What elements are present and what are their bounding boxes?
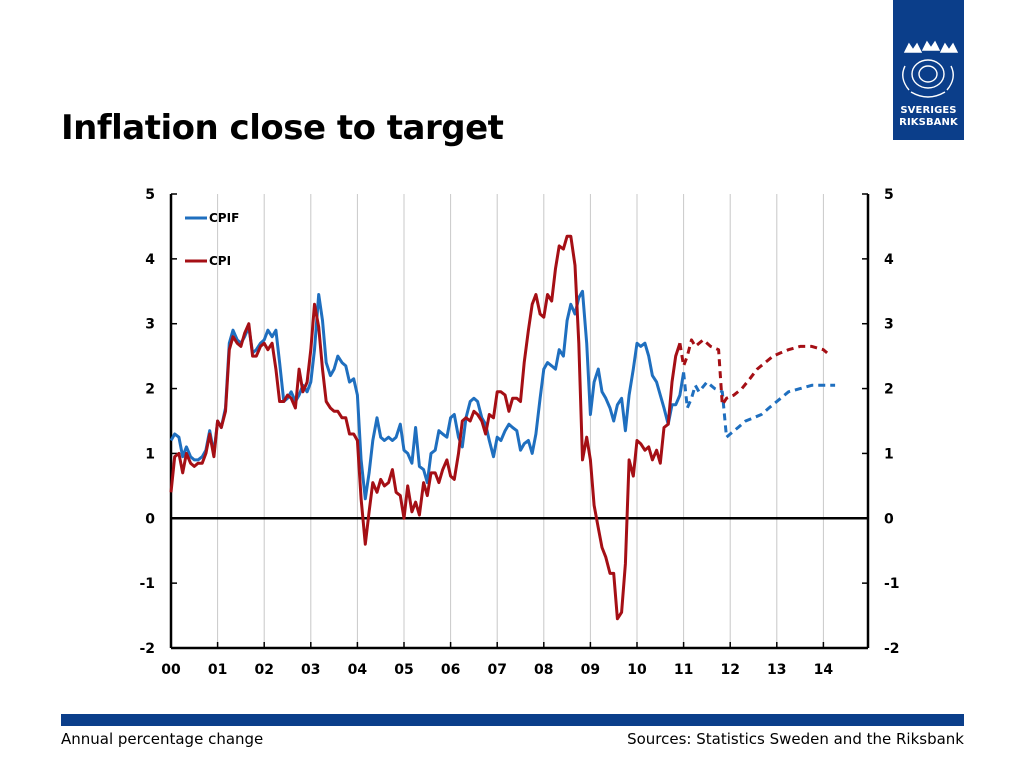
legend-label: CPIF: [209, 211, 239, 225]
legend-label: CPI: [209, 254, 231, 268]
forecast-series-line-dashed: [678, 338, 829, 407]
riksbank-logo: SVERIGES RIKSBANK: [893, 0, 964, 140]
y-tick-label-left: -2: [139, 641, 155, 657]
x-tick-label: 07: [487, 662, 506, 678]
y-tick-label-right: 1: [884, 446, 894, 462]
y-tick-label-left: 4: [145, 252, 155, 268]
x-tick-label: 02: [254, 662, 273, 678]
x-tick-label: 03: [301, 662, 320, 678]
x-tick-label: 13: [767, 662, 786, 678]
y-tick-label-right: 0: [884, 511, 894, 527]
y-tick-label-right: 4: [884, 252, 894, 268]
y-tick-label-right: 2: [884, 382, 894, 398]
crown-emblem-icon: [902, 40, 959, 98]
x-tick-label: 05: [394, 662, 413, 678]
x-tick-label: 04: [348, 662, 368, 678]
y-tick-label-left: 5: [145, 187, 155, 203]
x-tick-label: 10: [627, 662, 647, 678]
footer-sources: Sources: Statistics Sweden and the Riksb…: [627, 730, 964, 748]
x-tick-label: 01: [208, 662, 227, 678]
y-tick-label-right: 5: [884, 187, 894, 203]
y-tick-label-right: 3: [884, 317, 894, 333]
y-tick-label-left: 0: [145, 511, 155, 527]
y-tick-label-left: 3: [145, 317, 155, 333]
x-tick-label: 08: [534, 662, 553, 678]
footer-unit-label: Annual percentage change: [61, 730, 264, 748]
forecast-series-line-dashed: [682, 372, 836, 439]
x-tick-label: 11: [674, 662, 693, 678]
y-tick-label-left: 1: [145, 446, 155, 462]
x-tick-label: 06: [441, 662, 460, 678]
x-tick-label: 00: [161, 662, 181, 678]
y-tick-label-left: -1: [139, 576, 155, 592]
y-tick-label-right: -2: [884, 641, 900, 657]
y-tick-label-right: -1: [884, 576, 900, 592]
cpi-series-line-solid: [169, 234, 682, 621]
x-tick-label: 14: [814, 662, 834, 678]
cpif-series-line-solid: [169, 289, 686, 501]
logo-text-line2: RIKSBANK: [899, 117, 958, 128]
page-title: Inflation close to target: [61, 108, 504, 148]
logo-text-line1: SVERIGES: [900, 105, 957, 116]
x-tick-label: 09: [581, 662, 600, 678]
y-tick-label-left: 2: [145, 382, 155, 398]
x-tick-label: 12: [720, 662, 739, 678]
footer-bar: [61, 714, 964, 726]
